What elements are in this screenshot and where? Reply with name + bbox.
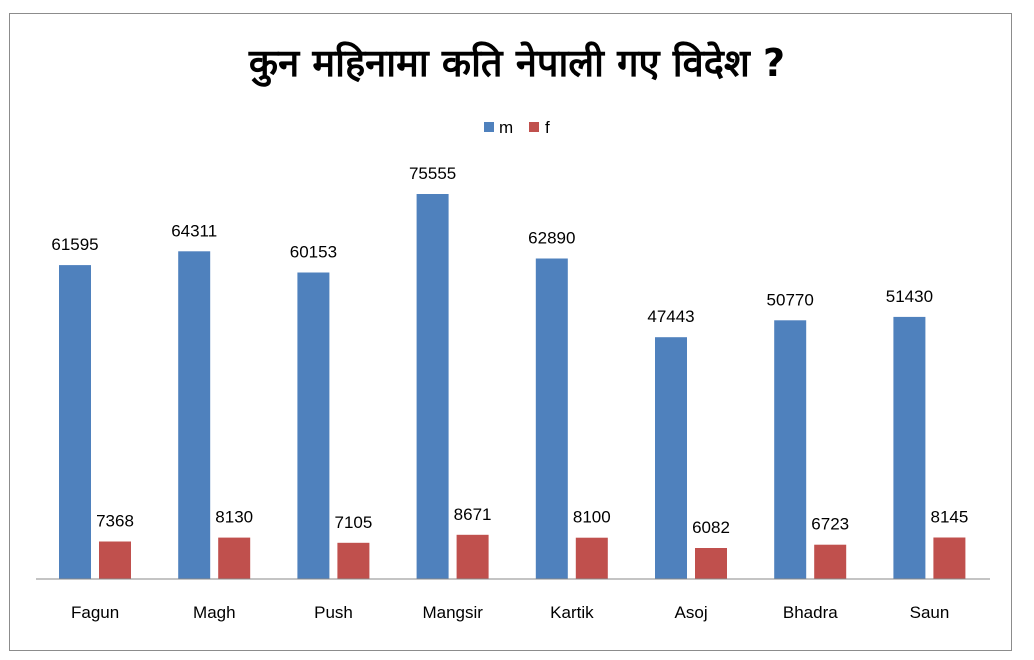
value-label-m-push: 60153 (290, 243, 337, 262)
bar-m-bhadra (774, 320, 807, 579)
value-label-f-magh: 8130 (215, 508, 253, 527)
value-label-m-mangsir: 75555 (409, 164, 456, 183)
value-label-m-kartik: 62890 (528, 229, 575, 248)
bar-m-asoj (655, 337, 687, 579)
legend-swatch-f (529, 122, 539, 132)
category-label-magh: Magh (193, 603, 236, 622)
bar-m-push (297, 272, 330, 579)
category-label-asoj: Asoj (675, 603, 708, 622)
bar-m-magh (178, 251, 211, 580)
bars-group (59, 194, 966, 580)
value-label-f-push: 7105 (334, 513, 372, 532)
bar-f-fagun (99, 541, 131, 579)
value-label-m-asoj: 47443 (647, 307, 694, 326)
bar-m-kartik (535, 258, 568, 579)
chart-title: कुन महिनामा कति नेपाली गए विदेश ? (248, 41, 785, 87)
category-label-mangsir: Mangsir (422, 603, 483, 622)
bar-f-saun (933, 537, 966, 579)
legend-swatch-m (484, 122, 494, 132)
legend-label-f: f (545, 118, 550, 137)
category-label-bhadra: Bhadra (783, 603, 838, 622)
value-label-m-saun: 51430 (886, 287, 933, 306)
value-label-m-magh: 64311 (171, 221, 217, 240)
category-label-saun: Saun (910, 603, 950, 622)
category-label-kartik: Kartik (550, 603, 594, 622)
value-label-f-kartik: 8100 (573, 508, 611, 527)
value-label-f-asoj: 6082 (692, 518, 730, 537)
bar-f-push (337, 542, 370, 579)
value-label-f-bhadra: 6723 (811, 515, 849, 534)
bar-f-kartik (575, 537, 608, 579)
value-label-m-bhadra: 50770 (767, 290, 814, 309)
value-label-f-mangsir: 8671 (454, 505, 492, 524)
bar-m-fagun (59, 265, 91, 579)
value-label-m-fagun: 61595 (51, 235, 98, 254)
value-labels-group: 61595 7368 64311 8130 60153 7105 75555 8671 6289… (51, 164, 968, 537)
bar-f-asoj (695, 548, 727, 579)
bar-m-mangsir (416, 194, 449, 579)
category-label-fagun: Fagun (71, 603, 119, 622)
chart-frame (9, 13, 1012, 651)
bar-m-saun (893, 316, 926, 579)
category-label-push: Push (314, 603, 353, 622)
bar-f-magh (218, 537, 251, 579)
category-labels-group: Fagun Magh Push Mangsir Kartik Asoj Bhadra Saun (71, 603, 949, 622)
value-label-f-fagun: 7368 (96, 512, 134, 531)
bar-f-bhadra (814, 544, 847, 579)
legend: m f (484, 118, 550, 137)
legend-label-m: m (499, 118, 513, 137)
bar-f-mangsir (456, 534, 489, 579)
value-label-f-saun: 8145 (930, 508, 968, 527)
